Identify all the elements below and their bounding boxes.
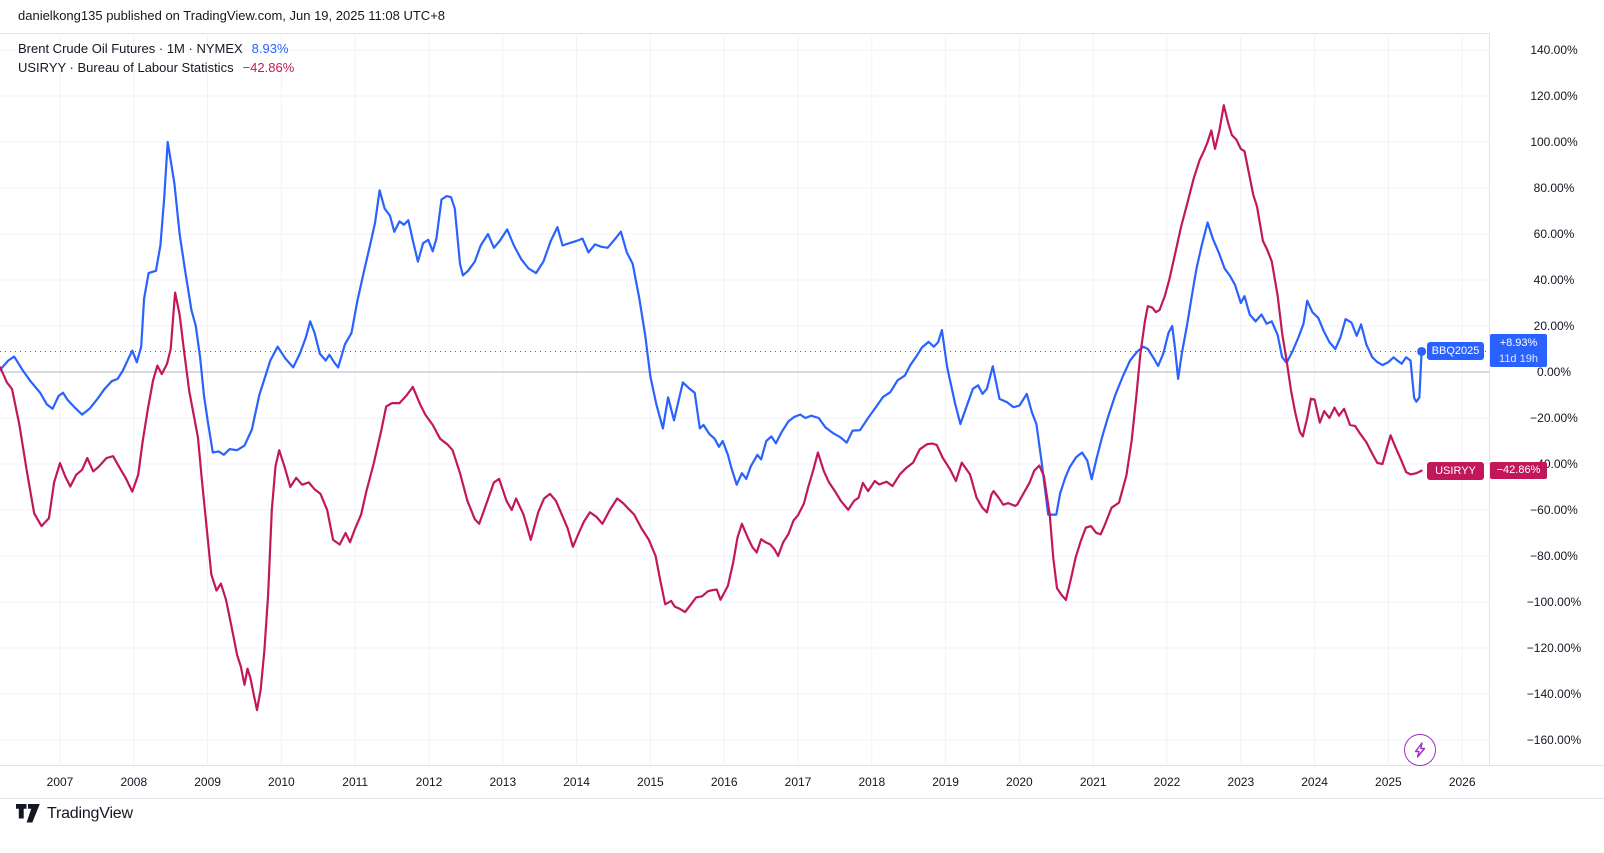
chart-plot-area[interactable] — [0, 33, 1489, 765]
year-tick-label: 2022 — [1153, 775, 1181, 789]
series-tag-bbq2025[interactable]: BBQ2025 — [1427, 342, 1484, 361]
year-tick-label: 2018 — [858, 775, 886, 789]
price-tick-label: 40.00% — [1533, 273, 1575, 287]
lightning-icon — [1414, 742, 1426, 758]
legend-item-usiryy[interactable]: USIRYY · Bureau of Labour Statistics −42… — [18, 58, 294, 77]
year-tick-label: 2017 — [784, 775, 812, 789]
price-marker-usiryy[interactable]: −42.86% — [1490, 461, 1547, 479]
year-tick-label: 2011 — [342, 775, 369, 789]
legend-value-brent: 8.93% — [251, 41, 289, 56]
price-tick-label: 80.00% — [1533, 181, 1575, 195]
year-tick-label: 2026 — [1448, 775, 1476, 789]
legend-value-usiryy: −42.86% — [242, 60, 295, 75]
price-tick-label: −80.00% — [1530, 549, 1578, 563]
price-tick-label: 100.00% — [1530, 135, 1578, 149]
legend-item-brent[interactable]: Brent Crude Oil Futures · 1M · NYMEX 8.9… — [18, 39, 294, 58]
chart-top-border — [0, 33, 1604, 34]
year-tick-label: 2016 — [710, 775, 738, 789]
year-tick-label: 2008 — [120, 775, 148, 789]
tradingview-logo[interactable]: TradingView — [16, 804, 133, 823]
price-marker-usiryy-value: −42.86% — [1496, 463, 1541, 476]
publish-attribution: danielkong135 published on TradingView.c… — [18, 8, 446, 23]
price-tick-label: −140.00% — [1526, 687, 1582, 701]
price-axis[interactable]: 140.00% 120.00% 100.00% 80.00% 60.00% 40.00% 2… — [1489, 33, 1604, 765]
price-tick-label: 20.00% — [1533, 319, 1575, 333]
price-tick-label: −60.00% — [1530, 503, 1578, 517]
boost-button[interactable] — [1404, 734, 1436, 766]
year-tick-label: 2010 — [268, 775, 295, 789]
year-tick-label: 2021 — [1079, 775, 1107, 789]
year-tick-label: 2015 — [637, 775, 664, 789]
price-tick-label: −20.00% — [1530, 411, 1578, 425]
grid — [0, 33, 1489, 765]
chart-legend: Brent Crude Oil Futures · 1M · NYMEX 8.9… — [18, 39, 294, 77]
year-tick-label: 2024 — [1301, 775, 1328, 789]
legend-title-brent: Brent Crude Oil Futures · 1M · NYMEX — [18, 41, 243, 56]
price-tick-label: 0.00% — [1536, 365, 1572, 379]
year-tick-label: 2019 — [932, 775, 959, 789]
last-price-dot — [1417, 346, 1427, 356]
legend-title-usiryy: USIRYY · Bureau of Labour Statistics — [18, 60, 234, 75]
price-tick-label: 60.00% — [1533, 227, 1575, 241]
tradingview-brand-text: TradingView — [47, 804, 133, 822]
series-tag-usiryy[interactable]: USIRYY — [1427, 461, 1484, 480]
price-marker-brent-countdown: 11d 19h — [1499, 353, 1538, 366]
price-marker-brent-value: +8.93% — [1499, 337, 1538, 350]
tradingview-mark-icon — [16, 804, 40, 823]
year-tick-label: 2009 — [194, 775, 221, 789]
price-tick-label: −120.00% — [1526, 641, 1582, 655]
price-tick-label: 120.00% — [1530, 89, 1578, 103]
price-marker-brent[interactable]: +8.93% 11d 19h — [1490, 334, 1547, 368]
brent-series-line[interactable] — [0, 140, 1423, 516]
year-tick-label: 2007 — [46, 775, 74, 789]
year-tick-label: 2020 — [1006, 775, 1033, 789]
year-tick-label: 2012 — [415, 775, 443, 789]
year-tick-label: 2014 — [563, 775, 590, 789]
year-tick-label: 2013 — [489, 775, 517, 789]
year-tick-label: 2023 — [1227, 775, 1255, 789]
usiryy-series-line[interactable] — [0, 104, 1423, 712]
year-tick-label: 2025 — [1375, 775, 1402, 789]
price-tick-label: −100.00% — [1526, 595, 1582, 609]
time-axis[interactable]: 2007 2008 2009 2010 2011 2012 2013 2014 2015 2016… — [0, 765, 1604, 799]
price-tick-label: 140.00% — [1530, 43, 1578, 57]
price-tick-label: −160.00% — [1526, 733, 1582, 747]
